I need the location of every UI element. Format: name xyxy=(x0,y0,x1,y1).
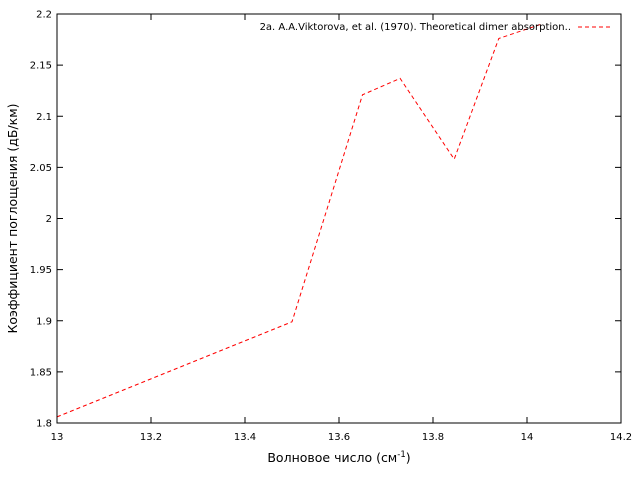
plot-frame xyxy=(56,13,622,424)
y-tick-label: 2.2 xyxy=(36,10,52,21)
y-tick-label: 1.8 xyxy=(36,419,52,430)
x-tick-label: 14 xyxy=(521,432,534,443)
y-tick-label: 2 xyxy=(46,214,52,225)
ticks-layer: 13 13.2 13.4 13.6 13.8 14 14.2 1.8 1.85 1.9 1.95 2 2… xyxy=(30,10,632,444)
y-tick-label: 1.9 xyxy=(36,316,52,327)
x-tick-label: 13.4 xyxy=(234,432,256,443)
y-tick-label: 2.15 xyxy=(30,61,52,72)
x-axis-label-suffix: ) xyxy=(406,450,411,465)
x-tick-label: 14.2 xyxy=(610,432,632,443)
x-axis-label-main: Волновое число (см xyxy=(267,450,397,465)
x-tick-label: 13.8 xyxy=(422,432,444,443)
series-line xyxy=(56,23,542,418)
legend-label: 2a. A.A.Viktorova, et al. (1970). Theore… xyxy=(260,22,571,33)
x-tick-label: 13 xyxy=(51,432,64,443)
y-tick-label: 1.95 xyxy=(30,265,52,276)
legend: 2a. A.A.Viktorova, et al. (1970). Theore… xyxy=(260,22,610,33)
x-axis-label: Волновое число (см-1) xyxy=(267,450,410,465)
x-tick-label: 13.6 xyxy=(328,432,350,443)
series-layer xyxy=(56,23,542,418)
x-axis-label-superscript: -1 xyxy=(397,450,405,460)
x-tick-label: 13.2 xyxy=(140,432,162,443)
y-tick-label: 2.05 xyxy=(30,163,52,174)
y-tick-label: 1.85 xyxy=(30,367,52,378)
y-tick-label: 2.1 xyxy=(36,112,52,123)
y-axis-label: Коэффициент поглощения (дБ/км) xyxy=(5,103,20,333)
